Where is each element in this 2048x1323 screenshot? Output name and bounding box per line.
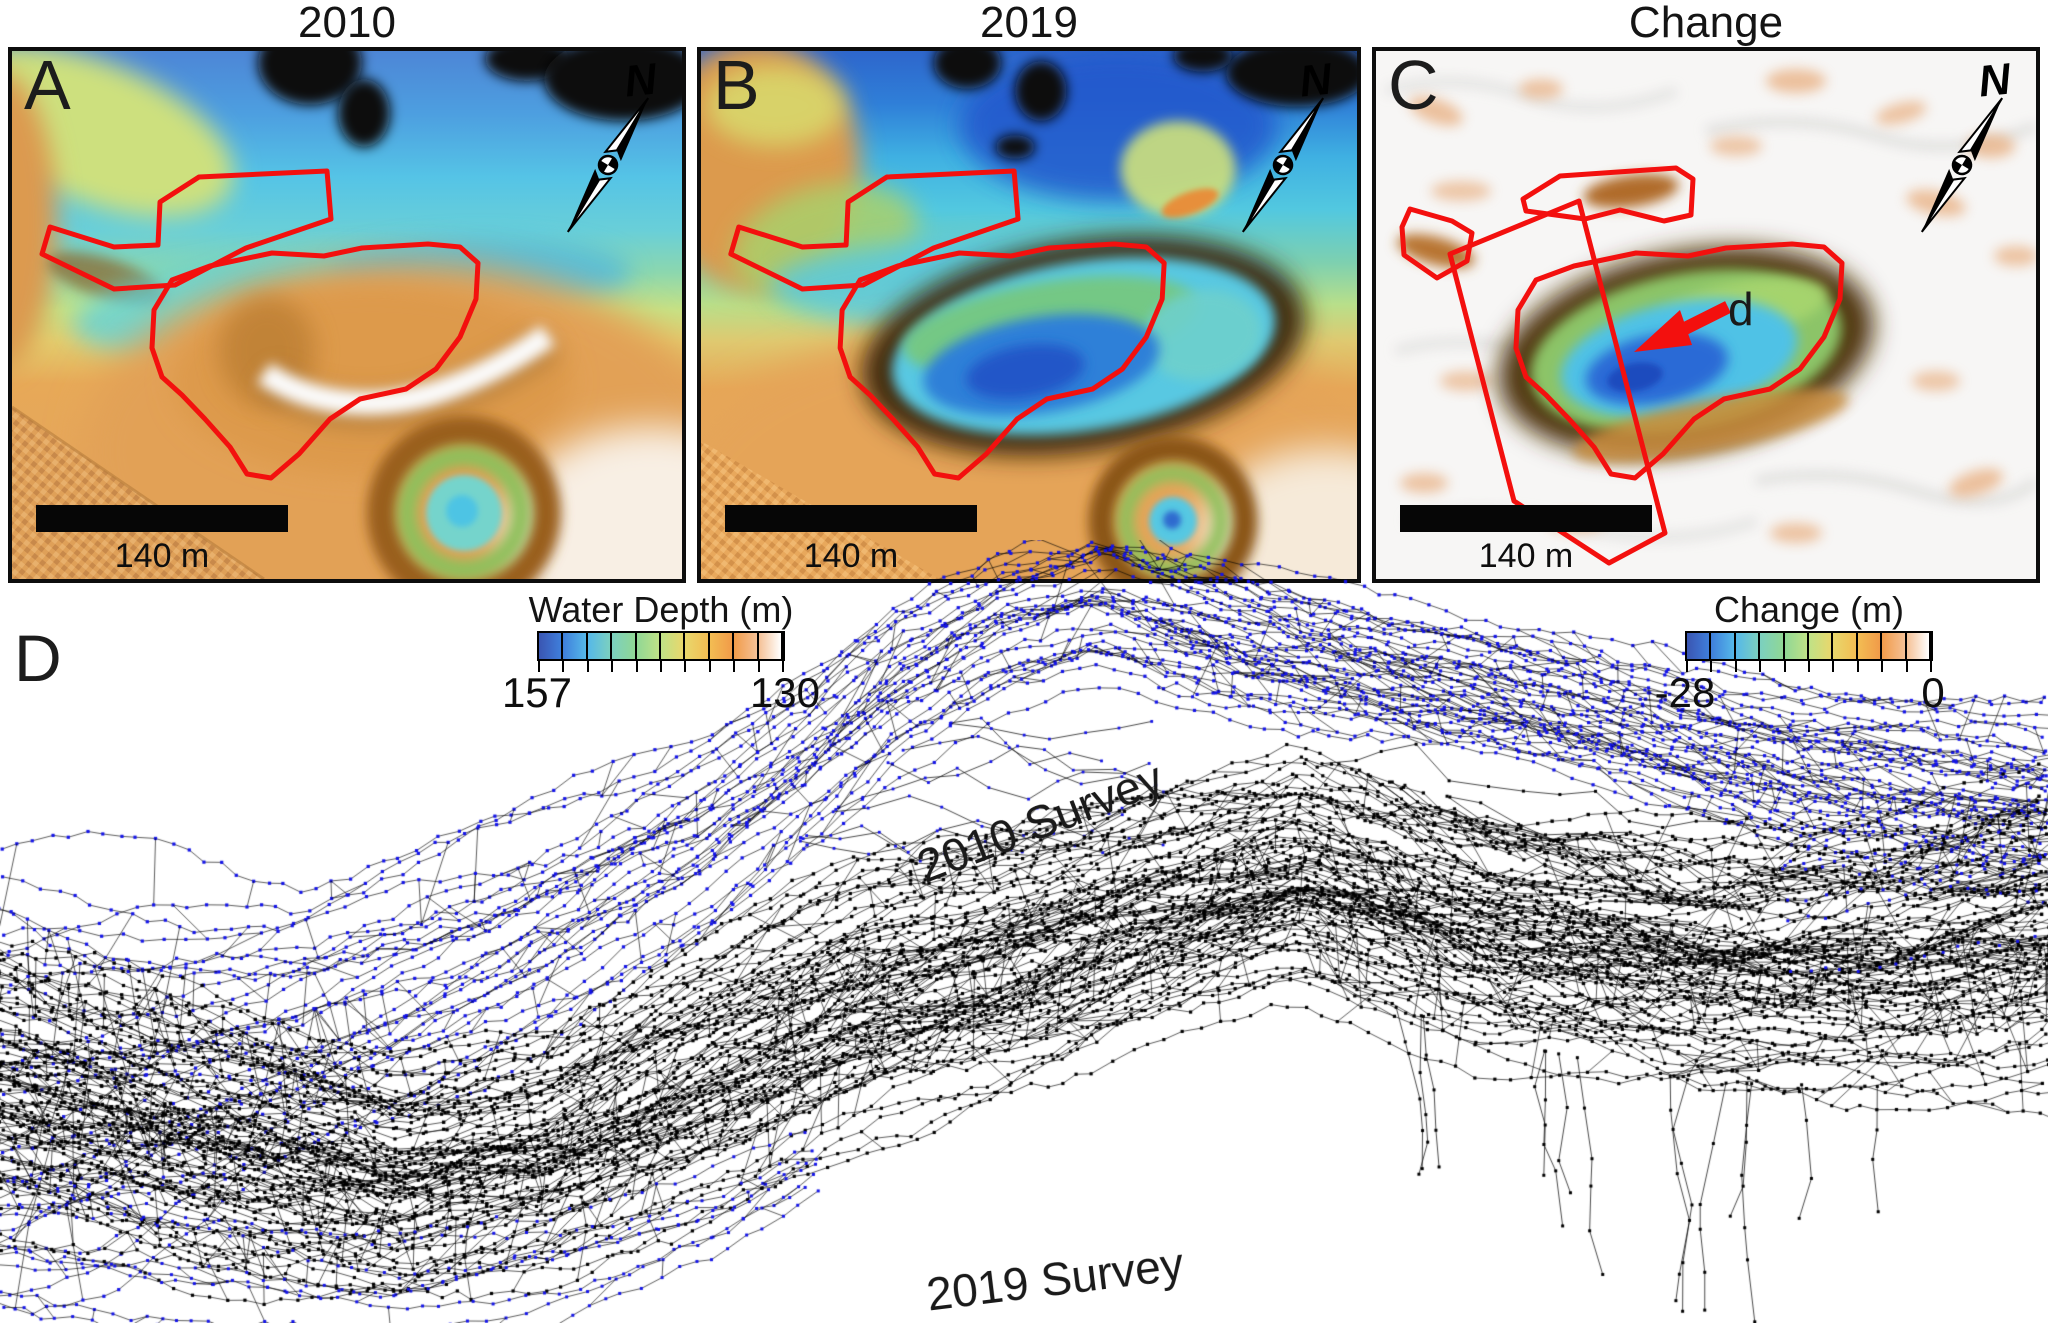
colorbar-segment (1711, 633, 1736, 659)
colorbar-tick (1930, 661, 1932, 672)
colorbar-tick (611, 661, 614, 672)
colorbar-segment (685, 633, 710, 659)
panel-d-letter: D (14, 621, 62, 695)
colorbar-segment (636, 633, 662, 659)
change-max-label: 0 (1921, 669, 1945, 716)
change-colorbar: Change (m) -28 0 (1655, 589, 1945, 716)
scale-bar (1400, 505, 1652, 532)
transect-corridor-red (1447, 198, 1668, 566)
water-depth-colorbar: Water Depth (m) 157 130 (502, 589, 820, 716)
mound-outline-top-red (1520, 165, 1696, 224)
colorbar-tick (782, 661, 784, 672)
change-colorbar-title: Change (m) (1713, 589, 1905, 630)
panel-c-letter: C (1388, 46, 1439, 124)
panel-b-map-2019: B N 140 m (697, 47, 1361, 583)
colorbar-tick (684, 661, 687, 672)
panel-c-title: Change (1628, 0, 1784, 47)
colorbar-segment (1809, 633, 1834, 659)
panel-a-map-2010: A N 140 m (8, 47, 686, 583)
mound-outline-large-red (149, 241, 481, 481)
water-depth-min-label: 157 (501, 669, 573, 716)
colorbar-tick (733, 661, 736, 672)
change-map: d (1376, 51, 2036, 579)
north-arrow-icon: N (1920, 57, 2014, 233)
panel-b-title: 2019 (980, 0, 1078, 47)
colorbar-tick (1783, 661, 1786, 672)
colorbar-tick (1686, 661, 1688, 672)
colorbar-tick (660, 661, 662, 672)
survey-mesh-3d (0, 540, 2048, 1323)
change-speckles (1400, 69, 2036, 543)
mound-outline-large-red (1513, 241, 1845, 481)
colorbar-segment (661, 633, 686, 659)
water-depth-colorbar-title: Water Depth (m) (528, 589, 794, 630)
colorbar-segment (563, 633, 588, 659)
mound-outline-large-red (837, 241, 1167, 481)
water-depth-colorbar-gradient (537, 631, 785, 672)
north-label: N (622, 57, 660, 107)
north-label: N (1297, 57, 1335, 107)
colorbar-segment (612, 633, 637, 659)
colorbar-tick (1710, 661, 1713, 672)
change-min-label: -28 (1654, 669, 1716, 716)
colorbar-segment (587, 633, 613, 659)
depression-2019 (862, 236, 1306, 456)
colorbar-tick (1759, 661, 1762, 672)
colorbar-tick (1832, 661, 1835, 672)
colorbar-segment (1760, 633, 1785, 659)
north-arrow-icon: N (566, 57, 660, 233)
colorbar-tick (635, 661, 638, 672)
scale-bar (725, 505, 977, 532)
colorbar-segment (1906, 633, 1932, 659)
colorbar-segment (1687, 633, 1712, 659)
colorbar-tick (538, 661, 540, 672)
colorbar-tick (757, 661, 760, 672)
arrow-label-d: d (1728, 283, 1754, 335)
colorbar-segment (1735, 633, 1761, 659)
north-label: N (1976, 57, 2014, 107)
direction-arrow-head (1634, 310, 1692, 352)
scale-bar (36, 505, 288, 532)
colorbar-segment (539, 633, 564, 659)
white-ridge (257, 325, 556, 416)
mound-outline-small-red (728, 168, 1021, 292)
colorbar-segment (758, 633, 784, 659)
colorbar-tick (1734, 661, 1737, 672)
panel-c-map-change: d C N 140 m (1372, 47, 2040, 583)
mound-outline-small-red (39, 168, 334, 292)
colorbar-segment (1882, 633, 1907, 659)
colorbar-segment (1833, 633, 1858, 659)
north-arrow-icon: N (1241, 57, 1335, 233)
colorbar-segment (734, 633, 759, 659)
change-colorbar-gradient (1685, 631, 1933, 672)
colorbar-tick (1856, 661, 1859, 672)
panel-a-title: 2010 (298, 0, 396, 47)
colorbar-segment (709, 633, 735, 659)
panel-b-letter: B (713, 46, 760, 124)
colorbar-tick (586, 661, 589, 672)
bathymetry-map-2019 (701, 51, 1357, 579)
colorbar-tick (1808, 661, 1810, 672)
colorbar-segment (1857, 633, 1883, 659)
colorbar-segment (1784, 633, 1810, 659)
colorbar-tick (708, 661, 711, 672)
colorbar-tick (562, 661, 565, 672)
colorbar-tick (1881, 661, 1884, 672)
water-depth-max-label: 130 (749, 669, 821, 716)
mound-outline-left-red (1399, 206, 1475, 281)
panel-a-letter: A (24, 46, 71, 124)
colorbar-tick (1905, 661, 1908, 672)
